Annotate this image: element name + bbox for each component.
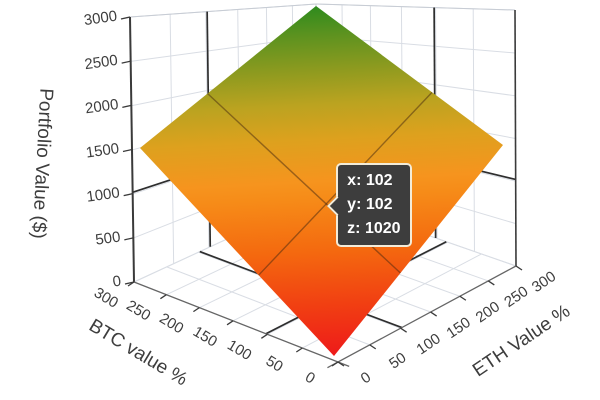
y-tick-label: 200 — [473, 298, 503, 326]
y-tick-label: 300 — [529, 268, 559, 296]
surface-plot[interactable] — [140, 6, 503, 356]
z-tick-mark — [121, 60, 131, 64]
y-tick-label: 250 — [501, 283, 531, 311]
y-tick-label: 150 — [444, 314, 474, 342]
y-tick-mark — [369, 344, 377, 350]
x-tick-label: 50 — [263, 352, 286, 375]
x-tick-mark — [295, 347, 303, 353]
z-tick-mark — [123, 193, 133, 197]
tooltip-line-y: y: 102 — [347, 195, 393, 213]
z-tick-label: 1000 — [85, 184, 120, 205]
x-tick-mark — [193, 307, 200, 313]
z-tick-mark — [124, 237, 134, 241]
z-tick-mark — [122, 104, 132, 108]
z-tick-label: 1500 — [85, 140, 120, 161]
x-tick-label: 0 — [302, 369, 318, 388]
y-tick-mark — [459, 295, 467, 301]
wall-top-edge — [129, 3, 317, 18]
y-axis-line — [327, 265, 517, 369]
z-tick-label: 2500 — [83, 52, 118, 73]
y-tick-label: 50 — [386, 349, 409, 372]
z-tick-label: 0 — [112, 273, 123, 291]
x-tick-label: 250 — [123, 297, 153, 324]
z-axis-title: Portfolio Value ($) — [28, 88, 57, 240]
y-tick-label: 0 — [358, 369, 374, 388]
z-tick-mark — [122, 148, 133, 153]
x-tick-mark — [260, 333, 268, 339]
x-tick-mark — [160, 294, 167, 300]
y-tick-mark — [515, 265, 523, 271]
y-tick-mark — [487, 280, 495, 286]
x-tick-label: 100 — [224, 337, 254, 364]
x-tick-mark — [331, 361, 339, 367]
y-tick-mark — [337, 361, 345, 367]
right-corner-axis-line — [514, 9, 517, 267]
tooltip-line-z: z: 1020 — [347, 219, 401, 237]
x-tick-label: 150 — [190, 323, 220, 350]
y-tick-label: 100 — [414, 330, 444, 358]
z-tick-label: 2000 — [84, 96, 119, 117]
z-tick-mark — [120, 16, 131, 20]
z-tick-mark — [124, 281, 135, 285]
z-tick-label: 500 — [94, 228, 121, 248]
hover-tooltip: x: 102 y: 102 z: 1020 — [327, 162, 412, 247]
x-axis-line — [133, 281, 350, 367]
x-tick-label: 200 — [156, 310, 186, 337]
x-tick-mark — [226, 320, 234, 326]
tooltip-line-x: x: 102 — [347, 171, 393, 189]
z-tick-label: 3000 — [83, 8, 118, 29]
y-tick-mark — [430, 311, 438, 317]
wall-top-edge — [315, 3, 516, 11]
y-tick-mark — [400, 327, 407, 333]
